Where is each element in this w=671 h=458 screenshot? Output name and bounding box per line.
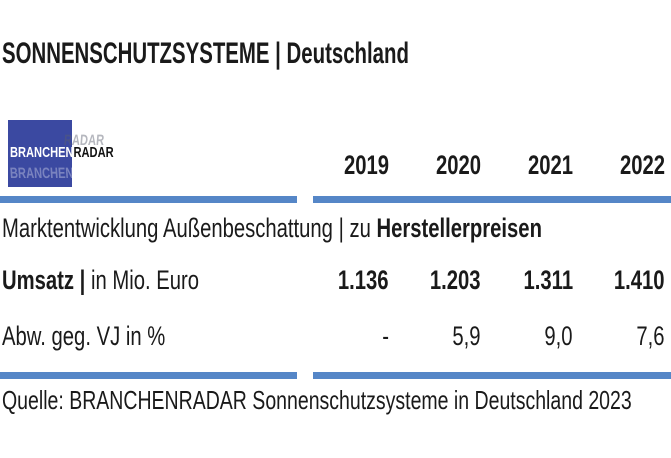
value-cell: 1.311 <box>523 265 573 295</box>
value-cell: 7,6 <box>636 321 665 351</box>
section-heading: Marktentwicklung Außenbeschattung | zu H… <box>2 212 671 244</box>
year-header-row: 2019 2020 2021 2022 <box>0 149 671 181</box>
logo-square <box>8 120 72 187</box>
table-row-umsatz: Umsatz | in Mio. Euro 1.136 1.203 1.311 … <box>0 264 671 296</box>
value-cell: - <box>382 321 389 351</box>
value-cell: 5,9 <box>452 321 481 351</box>
value-cell: 1.136 <box>338 265 389 295</box>
value-cell: 9,0 <box>544 321 573 351</box>
row-label-regular: in Mio. Euro <box>85 265 199 295</box>
page-title: SONNENSCHUTZSYSTEME | Deutschland <box>2 37 600 70</box>
logo-text-branchen: BRANCHEN <box>10 144 74 161</box>
value-cell: 1.203 <box>430 265 481 295</box>
divider-bar-top-left <box>0 196 297 203</box>
page-title-text: SONNENSCHUTZSYSTEME | Deutschland <box>2 37 409 70</box>
divider-bar-bottom-right <box>313 372 671 379</box>
year-header-spacer <box>2 149 297 181</box>
table-row-abweichung: Abw. geg. VJ in % - 5,9 9,0 7,6 <box>0 320 671 352</box>
section-heading-regular: Marktentwicklung Außenbeschattung | zu <box>2 213 377 243</box>
divider-bar-bottom-left <box>0 372 297 379</box>
source-text: Quelle: BRANCHENRADAR Sonnenschutzsystem… <box>2 385 632 415</box>
year-header-2020: 2020 <box>435 150 481 180</box>
row-label: Umsatz | in Mio. Euro <box>2 264 297 296</box>
source-line: Quelle: BRANCHENRADAR Sonnenschutzsystem… <box>2 385 671 416</box>
logo-text-radar: RADAR <box>73 144 114 161</box>
logo-wordmark: BRANCHENRADAR <box>10 145 150 160</box>
row-label-bold: Umsatz | <box>2 265 86 295</box>
section-heading-bold: Herstellerpreisen <box>376 213 542 243</box>
value-cell: 1.410 <box>614 265 665 295</box>
year-header-2021: 2021 <box>527 150 573 180</box>
row-label-regular: Abw. geg. VJ in % <box>2 321 166 351</box>
year-header-2022: 2022 <box>619 150 665 180</box>
row-label: Abw. geg. VJ in % <box>2 320 297 352</box>
year-header-2019: 2019 <box>343 150 389 180</box>
divider-bar-top-right <box>313 196 671 203</box>
